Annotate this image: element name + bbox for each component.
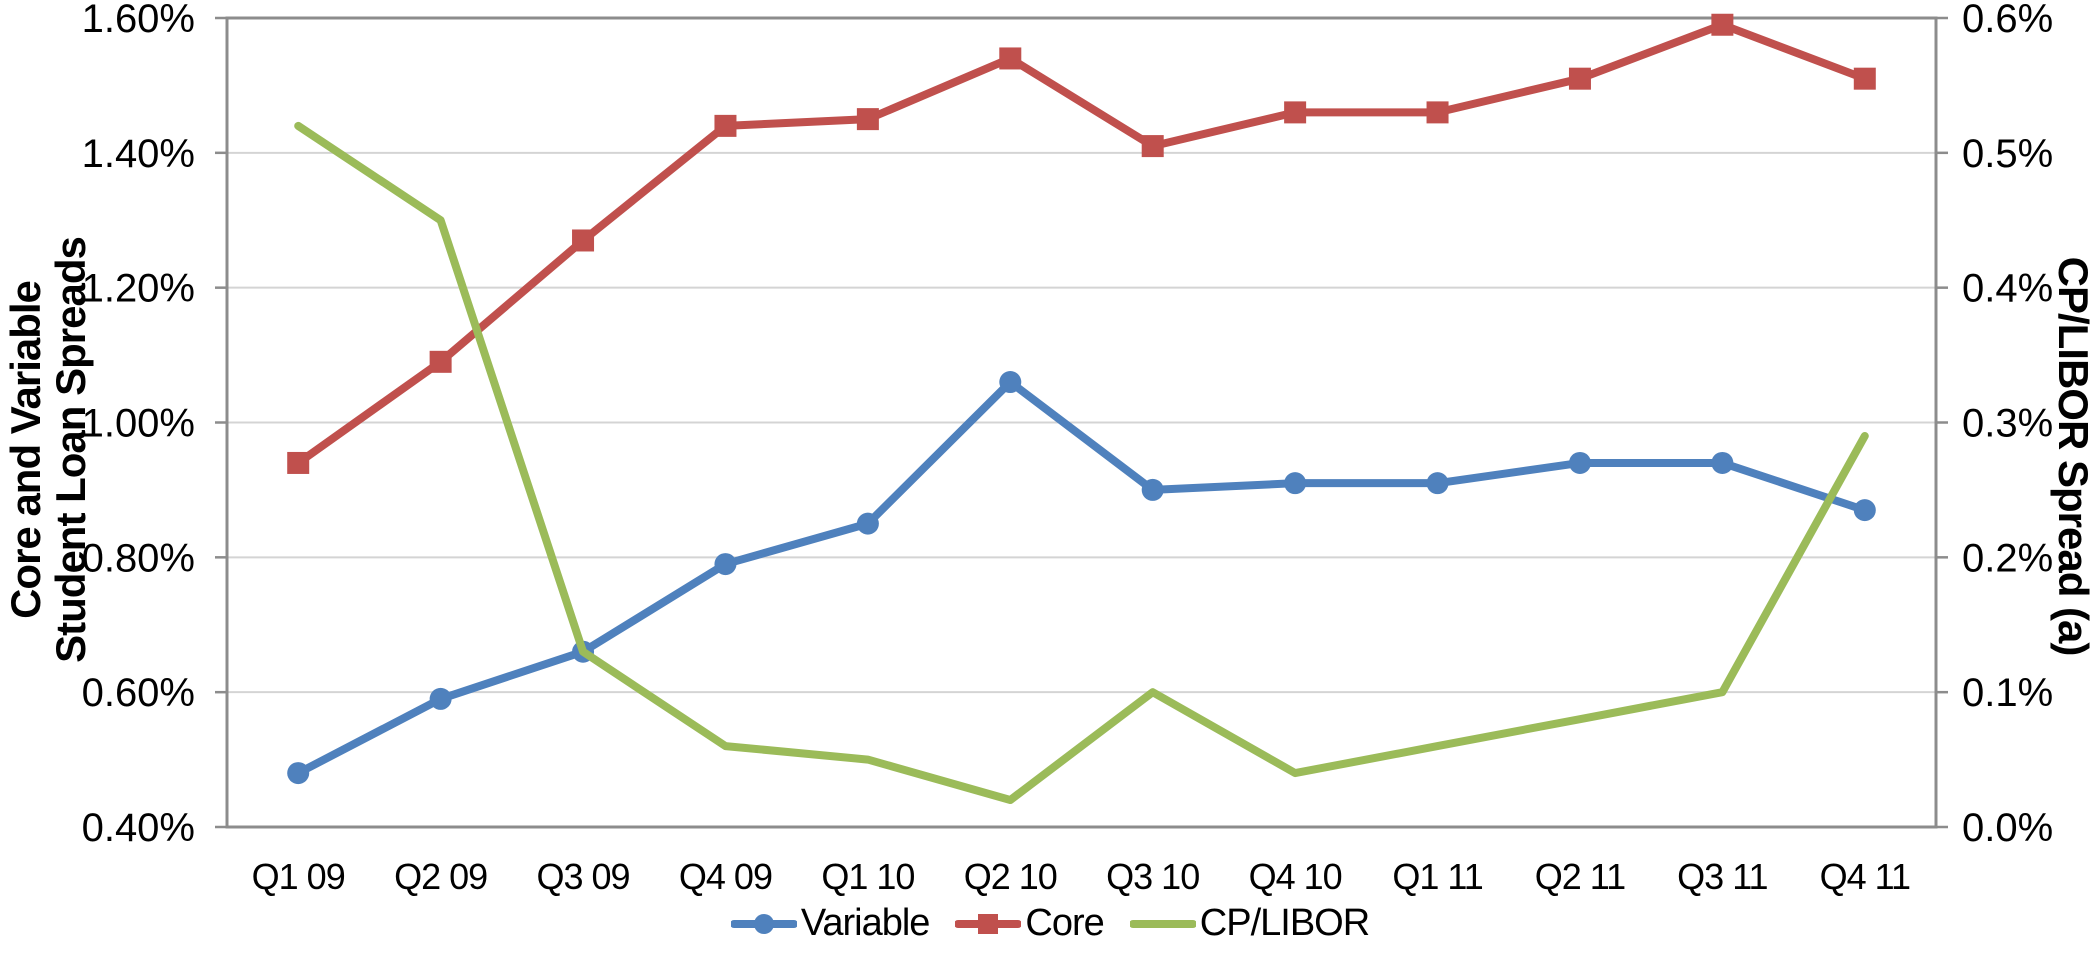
legend-label-variable: Variable — [800, 902, 931, 944]
legend-label-core: Core — [1025, 902, 1104, 944]
x-axis-label: Q2 10 — [964, 856, 1057, 897]
x-axis-label: Q2 09 — [394, 856, 487, 897]
right-axis-tick-label: 0.2% — [1962, 536, 2053, 580]
data-point-marker — [429, 350, 452, 373]
legend-item-cplibor: CP/LIBOR — [1129, 902, 1370, 945]
plot-border — [225, 16, 1938, 829]
data-point-marker — [999, 47, 1022, 70]
x-axis-label: Q4 10 — [1249, 856, 1342, 897]
data-point-marker — [1568, 67, 1591, 90]
x-axis-label: Q3 09 — [537, 856, 630, 897]
legend-marker — [753, 913, 774, 934]
x-axis-labels: Q1 09 Q2 09 Q3 09 Q4 09 Q1 10 Q2 10 Q3 10 Q4 10… — [252, 856, 1911, 897]
x-axis-label: Q4 11 — [1820, 856, 1910, 897]
data-point-marker — [1284, 101, 1307, 124]
left-axis-tick-label: 0.40% — [82, 806, 195, 850]
data-point-marker — [1853, 67, 1876, 90]
data-point-marker — [572, 229, 595, 252]
left-axis-tick-label: 1.40% — [82, 132, 195, 176]
data-point-marker — [856, 108, 879, 131]
right-axis-tick-label: 0.6% — [1962, 0, 2053, 41]
x-axis-label: Q4 09 — [679, 856, 772, 897]
variable-series-icon — [730, 910, 797, 938]
data-point-marker — [714, 553, 737, 576]
data-point-marker — [1284, 472, 1307, 495]
data-point-marker — [287, 762, 310, 785]
legend-item-variable: Variable — [730, 902, 931, 945]
data-point-marker — [1426, 472, 1449, 495]
series-variable — [287, 371, 1876, 785]
right-axis-tick-label: 0.4% — [1962, 267, 2053, 311]
gridlines — [227, 151, 1936, 694]
data-point-marker — [999, 371, 1022, 394]
legend-item-core: Core — [955, 902, 1105, 945]
data-point-marker — [714, 114, 737, 137]
x-axis-label: Q1 09 — [252, 856, 345, 897]
right-axis-tick-labels: 0.6% 0.5% 0.4% 0.3% 0.2% 0.1% 0.0% — [1962, 0, 2053, 850]
right-axis-tick-label: 0.5% — [1962, 132, 2053, 176]
data-point-marker — [856, 512, 879, 535]
series-core — [287, 13, 1876, 474]
cplibor-series-icon — [1129, 910, 1196, 938]
data-point-marker — [1141, 135, 1164, 158]
series-line — [294, 121, 1869, 805]
left-axis-tick-labels: 1.60% 1.40% 1.20% 1.00% 0.80% 0.60% 0.40% — [82, 0, 195, 850]
legend: Variable Core CP/LIBOR — [0, 902, 2100, 945]
data-point-marker — [1426, 101, 1449, 124]
core-series-icon — [955, 910, 1022, 938]
left-axis-tick-label: 1.20% — [82, 267, 195, 311]
x-axis-label: Q2 11 — [1535, 856, 1625, 897]
x-axis-label: Q3 10 — [1106, 856, 1199, 897]
right-axis-tick-label: 0.3% — [1962, 402, 2053, 446]
data-point-marker — [287, 451, 310, 474]
left-axis-tick-label: 0.60% — [82, 671, 195, 715]
data-point-marker — [429, 687, 452, 710]
x-axis-label: Q1 10 — [821, 856, 914, 897]
legend-marker — [978, 913, 999, 934]
left-axis-tick-label: 1.60% — [82, 0, 195, 41]
data-point-marker — [1141, 478, 1164, 501]
data-point-marker — [1711, 451, 1734, 474]
series-line — [294, 20, 1869, 467]
right-axis-tick-label: 0.0% — [1962, 806, 2053, 850]
legend-label-cplibor: CP/LIBOR — [1199, 902, 1370, 944]
x-axis-label: Q1 11 — [1392, 856, 1482, 897]
series-cp-libor — [294, 121, 1869, 805]
data-point-marker — [1568, 451, 1591, 474]
data-point-marker — [1853, 499, 1876, 522]
left-axis-tick-label: 0.80% — [82, 536, 195, 580]
left-axis-tick-label: 1.00% — [82, 402, 195, 446]
right-axis-tick-label: 0.1% — [1962, 671, 2053, 715]
x-axis-label: Q3 11 — [1677, 856, 1767, 897]
series-line — [294, 378, 1869, 778]
data-point-marker — [1711, 13, 1734, 36]
axis-ticks — [215, 16, 1948, 829]
